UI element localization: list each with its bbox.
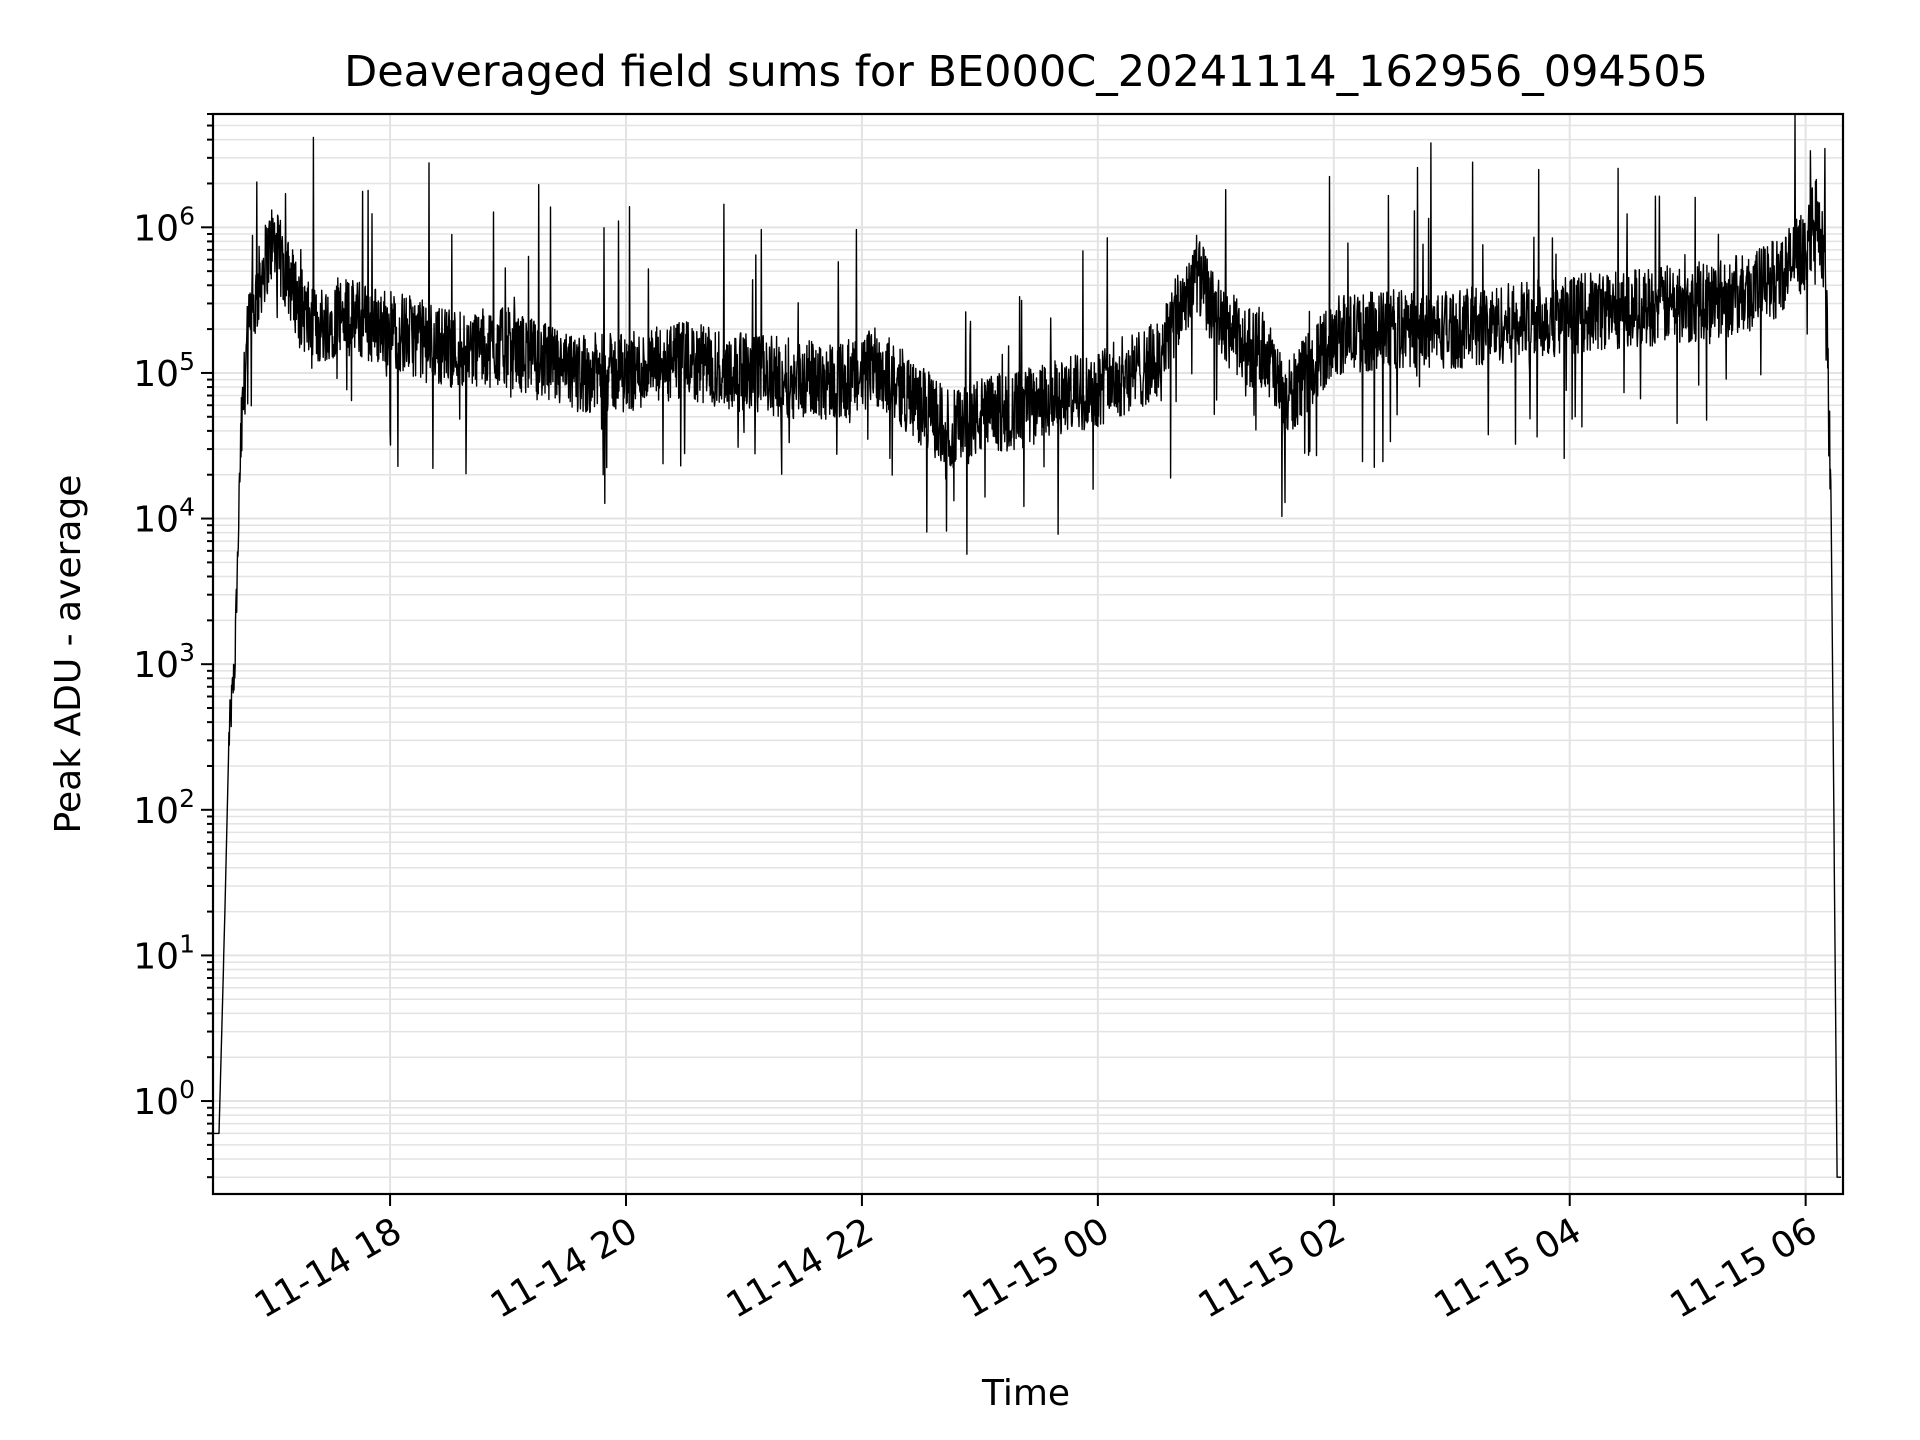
series-line <box>212 113 1842 1178</box>
y-tick-label: 102 <box>133 784 195 832</box>
y-axis-label: Peak ADU - average <box>48 475 89 834</box>
y-axis: 100 101 102 103 104 105 106 <box>133 113 213 1179</box>
grid <box>213 113 1843 1194</box>
series-layer <box>212 113 1842 1178</box>
y-tick-label: 101 <box>133 929 195 977</box>
y-tick-label: 105 <box>133 347 195 395</box>
y-tick-label: 103 <box>133 638 195 686</box>
plot-frame <box>211 112 1845 1196</box>
y-tick-label: 100 <box>133 1075 195 1123</box>
y-tick-label: 106 <box>133 201 195 249</box>
chart-title: Deaveraged field sums for BE000C_2024111… <box>344 47 1708 97</box>
x-axis-label: Time <box>981 1373 1070 1414</box>
y-tick-label: 104 <box>133 493 195 541</box>
